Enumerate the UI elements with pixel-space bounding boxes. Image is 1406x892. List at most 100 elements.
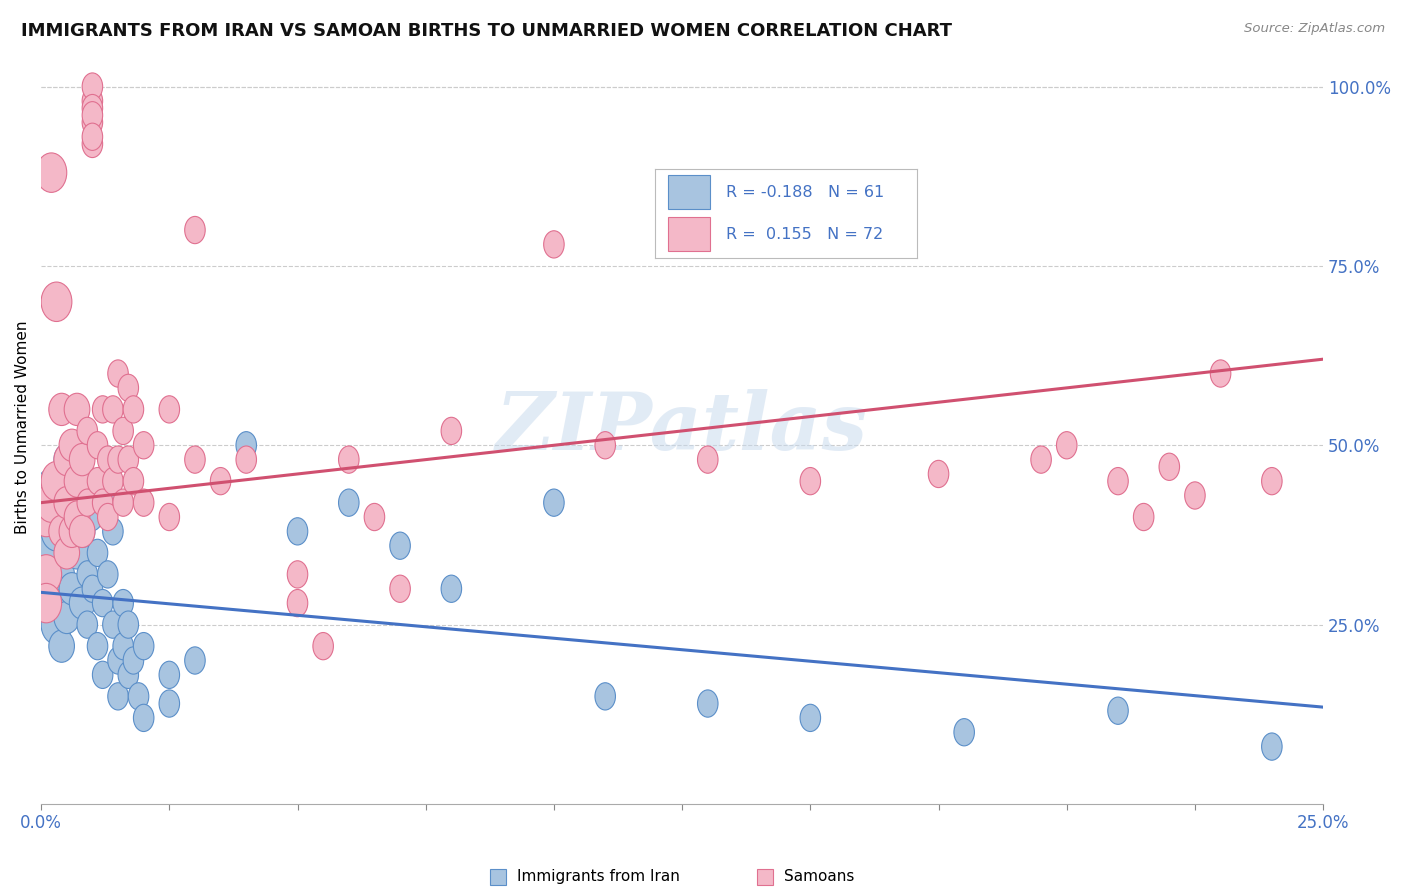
Ellipse shape <box>82 102 103 128</box>
Ellipse shape <box>595 432 616 458</box>
Ellipse shape <box>31 497 62 537</box>
Ellipse shape <box>69 587 96 619</box>
Ellipse shape <box>82 95 103 121</box>
Ellipse shape <box>134 705 153 731</box>
Ellipse shape <box>65 465 90 497</box>
Ellipse shape <box>31 512 62 551</box>
Ellipse shape <box>1261 733 1282 760</box>
Ellipse shape <box>97 489 118 516</box>
Ellipse shape <box>82 503 103 531</box>
Ellipse shape <box>287 561 308 588</box>
Ellipse shape <box>53 486 80 519</box>
Ellipse shape <box>389 532 411 559</box>
Ellipse shape <box>159 396 180 423</box>
Ellipse shape <box>87 432 108 458</box>
Ellipse shape <box>31 583 62 623</box>
Ellipse shape <box>77 417 97 444</box>
Ellipse shape <box>103 396 124 423</box>
Ellipse shape <box>65 537 90 569</box>
Ellipse shape <box>37 468 66 508</box>
Y-axis label: Births to Unmarried Women: Births to Unmarried Women <box>15 320 30 534</box>
Ellipse shape <box>1056 432 1077 458</box>
Ellipse shape <box>37 153 66 193</box>
Ellipse shape <box>49 558 75 591</box>
Ellipse shape <box>108 446 128 474</box>
Bar <box>668 175 710 209</box>
Text: R =  0.155   N = 72: R = 0.155 N = 72 <box>725 227 883 242</box>
Ellipse shape <box>108 647 128 674</box>
Ellipse shape <box>112 417 134 444</box>
Ellipse shape <box>69 516 96 548</box>
Ellipse shape <box>134 432 153 458</box>
Ellipse shape <box>87 467 108 495</box>
Text: IMMIGRANTS FROM IRAN VS SAMOAN BIRTHS TO UNMARRIED WOMEN CORRELATION CHART: IMMIGRANTS FROM IRAN VS SAMOAN BIRTHS TO… <box>21 22 952 40</box>
Ellipse shape <box>184 647 205 674</box>
Ellipse shape <box>1261 467 1282 495</box>
Ellipse shape <box>159 661 180 689</box>
Ellipse shape <box>118 661 139 689</box>
Ellipse shape <box>37 483 66 523</box>
Ellipse shape <box>82 123 103 151</box>
Ellipse shape <box>124 396 143 423</box>
Ellipse shape <box>82 73 103 100</box>
Ellipse shape <box>441 417 461 444</box>
Ellipse shape <box>59 573 84 605</box>
Ellipse shape <box>93 489 112 516</box>
Ellipse shape <box>53 516 80 548</box>
Ellipse shape <box>314 632 333 660</box>
Ellipse shape <box>41 605 72 644</box>
Ellipse shape <box>82 109 103 136</box>
Ellipse shape <box>49 393 75 425</box>
Ellipse shape <box>124 647 143 674</box>
Ellipse shape <box>103 467 124 495</box>
Ellipse shape <box>1031 446 1052 474</box>
Ellipse shape <box>159 690 180 717</box>
Ellipse shape <box>124 467 143 495</box>
Ellipse shape <box>37 526 66 566</box>
Ellipse shape <box>41 569 72 608</box>
Ellipse shape <box>112 489 134 516</box>
Ellipse shape <box>184 217 205 244</box>
Ellipse shape <box>108 682 128 710</box>
Ellipse shape <box>77 489 97 516</box>
Ellipse shape <box>97 561 118 588</box>
Ellipse shape <box>1185 482 1205 509</box>
Ellipse shape <box>82 575 103 602</box>
Ellipse shape <box>103 611 124 639</box>
Ellipse shape <box>134 632 153 660</box>
Ellipse shape <box>1108 467 1128 495</box>
Ellipse shape <box>93 661 112 689</box>
Ellipse shape <box>65 393 90 425</box>
Ellipse shape <box>134 489 153 516</box>
Ellipse shape <box>544 489 564 516</box>
Ellipse shape <box>112 590 134 616</box>
Ellipse shape <box>53 443 80 475</box>
Ellipse shape <box>93 590 112 616</box>
Ellipse shape <box>41 282 72 321</box>
Ellipse shape <box>364 503 385 531</box>
Ellipse shape <box>184 446 205 474</box>
Ellipse shape <box>59 486 84 519</box>
Text: Samoans: Samoans <box>785 870 855 884</box>
Ellipse shape <box>159 503 180 531</box>
Ellipse shape <box>339 446 359 474</box>
Ellipse shape <box>82 87 103 114</box>
Ellipse shape <box>69 443 96 475</box>
Ellipse shape <box>31 555 62 594</box>
Ellipse shape <box>49 465 75 497</box>
Ellipse shape <box>103 517 124 545</box>
Ellipse shape <box>1133 503 1154 531</box>
Ellipse shape <box>128 682 149 710</box>
Ellipse shape <box>31 555 62 594</box>
Ellipse shape <box>1159 453 1180 481</box>
Ellipse shape <box>31 483 62 523</box>
Text: R = -0.188   N = 61: R = -0.188 N = 61 <box>725 185 884 200</box>
Ellipse shape <box>87 632 108 660</box>
Ellipse shape <box>544 231 564 258</box>
Ellipse shape <box>108 359 128 387</box>
Ellipse shape <box>287 517 308 545</box>
Ellipse shape <box>77 561 97 588</box>
Ellipse shape <box>118 446 139 474</box>
Ellipse shape <box>595 682 616 710</box>
Ellipse shape <box>97 503 118 531</box>
